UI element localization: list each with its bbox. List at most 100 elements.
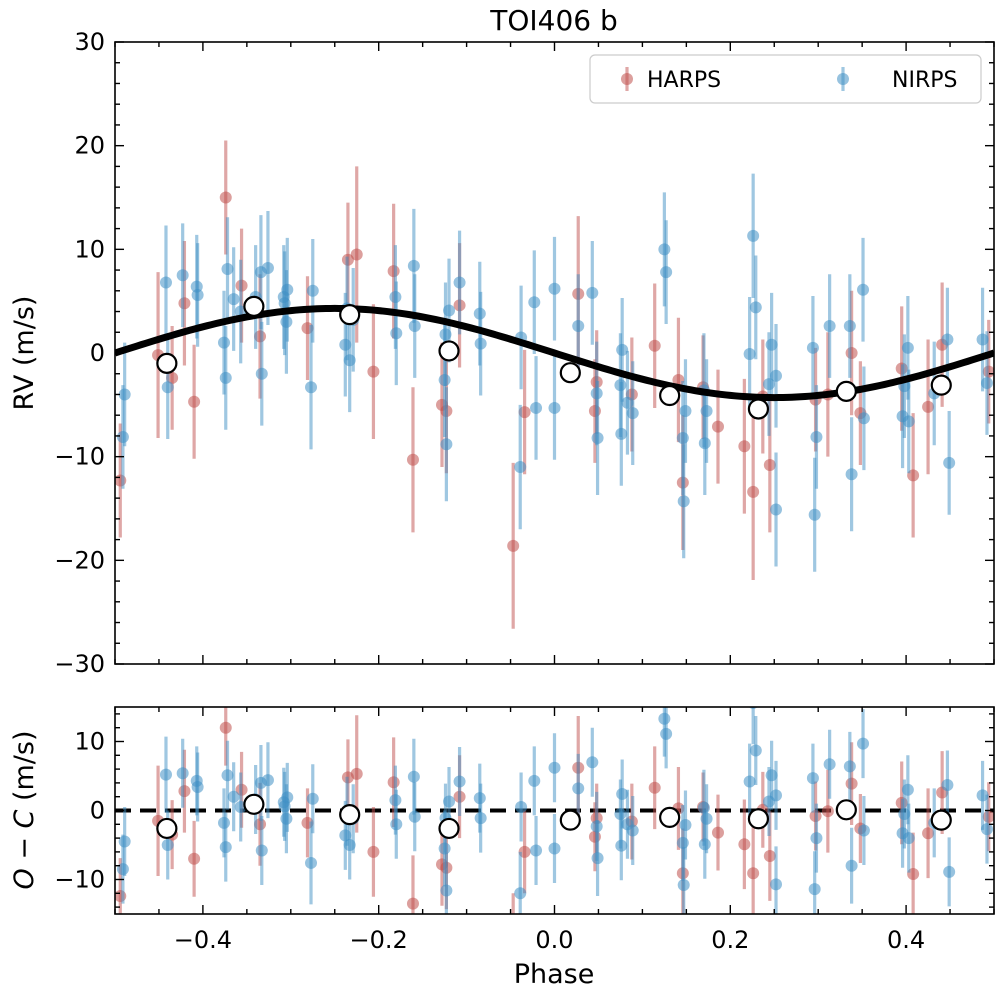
residual-nirps-point <box>159 768 172 781</box>
residual-nirps-point <box>548 842 561 855</box>
residual-y-axis-label: O − C (m/s) <box>9 730 40 889</box>
rv-harps-point <box>738 440 751 453</box>
residual-nirps-point <box>530 844 543 857</box>
rv-nirps-point <box>280 315 293 328</box>
rv-nirps-point <box>281 283 294 296</box>
rv-binned-point <box>156 352 178 374</box>
residual-nirps-point <box>116 863 129 876</box>
rv-harps-point <box>387 265 400 278</box>
rv-y-tick-label: −20 <box>54 546 105 574</box>
residual-y-tick-label: −10 <box>54 866 105 894</box>
rv-nirps-point <box>339 338 352 351</box>
rv-harps-point <box>350 248 363 261</box>
rv-plot-area <box>115 140 994 629</box>
rv-nirps-point <box>843 320 856 333</box>
rv-nirps-point <box>159 276 172 289</box>
residual-harps-point <box>219 721 232 734</box>
rv-nirps-point <box>591 432 604 445</box>
residual-harps-point <box>350 767 363 780</box>
rv-nirps-point <box>749 301 762 314</box>
residual-nirps-point <box>390 818 403 831</box>
residual-harps-point <box>648 781 661 794</box>
residual-nirps-point <box>743 775 756 788</box>
residual-nirps-point <box>749 744 762 757</box>
legend-frame <box>589 54 982 104</box>
residual-x-tick-label: 0.0 <box>535 926 573 954</box>
rv-nirps-point <box>572 320 585 333</box>
rv-nirps-point <box>548 401 561 414</box>
rv-nirps-point <box>615 427 628 440</box>
rv-harps-point <box>367 365 380 378</box>
rv-nirps-point <box>586 286 599 299</box>
rv-nirps-point <box>389 291 402 304</box>
residual-nirps-point <box>615 839 628 852</box>
residual-binned-point <box>438 817 460 840</box>
rv-nirps-point <box>439 328 452 341</box>
residual-nirps-point <box>453 775 466 788</box>
rv-y-axis-label: RV (m/s) <box>9 296 40 411</box>
residual-nirps-point <box>255 844 268 857</box>
rv-y-tick-label: −30 <box>54 650 105 678</box>
rv-nirps-point <box>390 327 403 340</box>
residual-binned-point <box>243 793 265 815</box>
rv-nirps-point <box>980 377 993 390</box>
residual-nirps-point <box>217 816 230 829</box>
residual-nirps-point <box>221 769 234 782</box>
rv-nirps-point <box>407 259 420 272</box>
rv-harps-point <box>188 395 201 408</box>
x-axis-label: Phase <box>514 959 595 989</box>
rv-nirps-point <box>808 508 821 521</box>
residual-harps-point <box>178 785 191 798</box>
residual-harps-point <box>367 845 380 858</box>
residual-harps-point <box>982 810 994 823</box>
residual-nirps-point <box>514 887 527 900</box>
residual-nirps-point <box>528 774 541 787</box>
rv-nirps-point <box>219 371 232 384</box>
rv-nirps-point <box>343 354 356 367</box>
residual-nirps-point <box>857 737 870 750</box>
residual-label-minus: − <box>9 828 40 868</box>
residual-plot-area <box>115 707 994 914</box>
residual-nirps-point <box>679 818 692 831</box>
rv-y-tick-label: −10 <box>54 443 105 471</box>
rv-nirps-point <box>901 341 914 354</box>
residual-y-tick-label: 0 <box>90 797 105 825</box>
residual-nirps-point <box>473 792 486 805</box>
rv-nirps-point <box>765 338 778 351</box>
residual-harps-point <box>922 827 935 840</box>
rv-nirps-point <box>660 266 673 279</box>
residual-nirps-point <box>770 789 783 802</box>
residual-x-tick-label: 0.4 <box>887 926 925 954</box>
rv-binned-point <box>438 340 460 362</box>
rv-ticks: −30 −20 −10 0 10 20 30 <box>54 28 995 678</box>
rv-nirps-point <box>762 378 775 391</box>
rv-nirps-point <box>857 283 870 296</box>
residual-nirps-point <box>901 783 914 796</box>
rv-harps-point <box>507 539 520 552</box>
residual-binned-point <box>835 799 857 821</box>
rv-nirps-point <box>679 405 692 418</box>
rv-y-tick-label: 0 <box>90 339 105 367</box>
rv-nirps-point <box>408 320 421 333</box>
legend-harps-marker <box>621 73 633 85</box>
residual-nirps-point <box>697 801 710 814</box>
residual-nirps-point <box>389 794 402 807</box>
rv-nirps-point <box>261 261 274 274</box>
rv-nirps-point <box>118 388 131 401</box>
legend-label-nirps: NIRPS <box>892 68 957 93</box>
residual-nirps-point <box>572 782 585 795</box>
residual-label-unit: (m/s) <box>9 730 40 809</box>
residual-nirps-point <box>305 856 318 869</box>
residual-nirps-point <box>440 884 453 897</box>
residual-harps-point <box>821 805 834 818</box>
legend: HARPS NIRPS <box>589 54 982 104</box>
residual-x-tick-label: 0.2 <box>711 926 749 954</box>
residual-x-tick-label: −0.2 <box>350 926 408 954</box>
rv-nirps-point <box>443 304 456 317</box>
residual-nirps-point <box>614 807 627 820</box>
rv-nirps-point <box>770 369 783 382</box>
residual-nirps-point <box>980 823 993 836</box>
residual-nirps-point <box>408 810 421 823</box>
rv-nirps-point <box>857 412 870 425</box>
